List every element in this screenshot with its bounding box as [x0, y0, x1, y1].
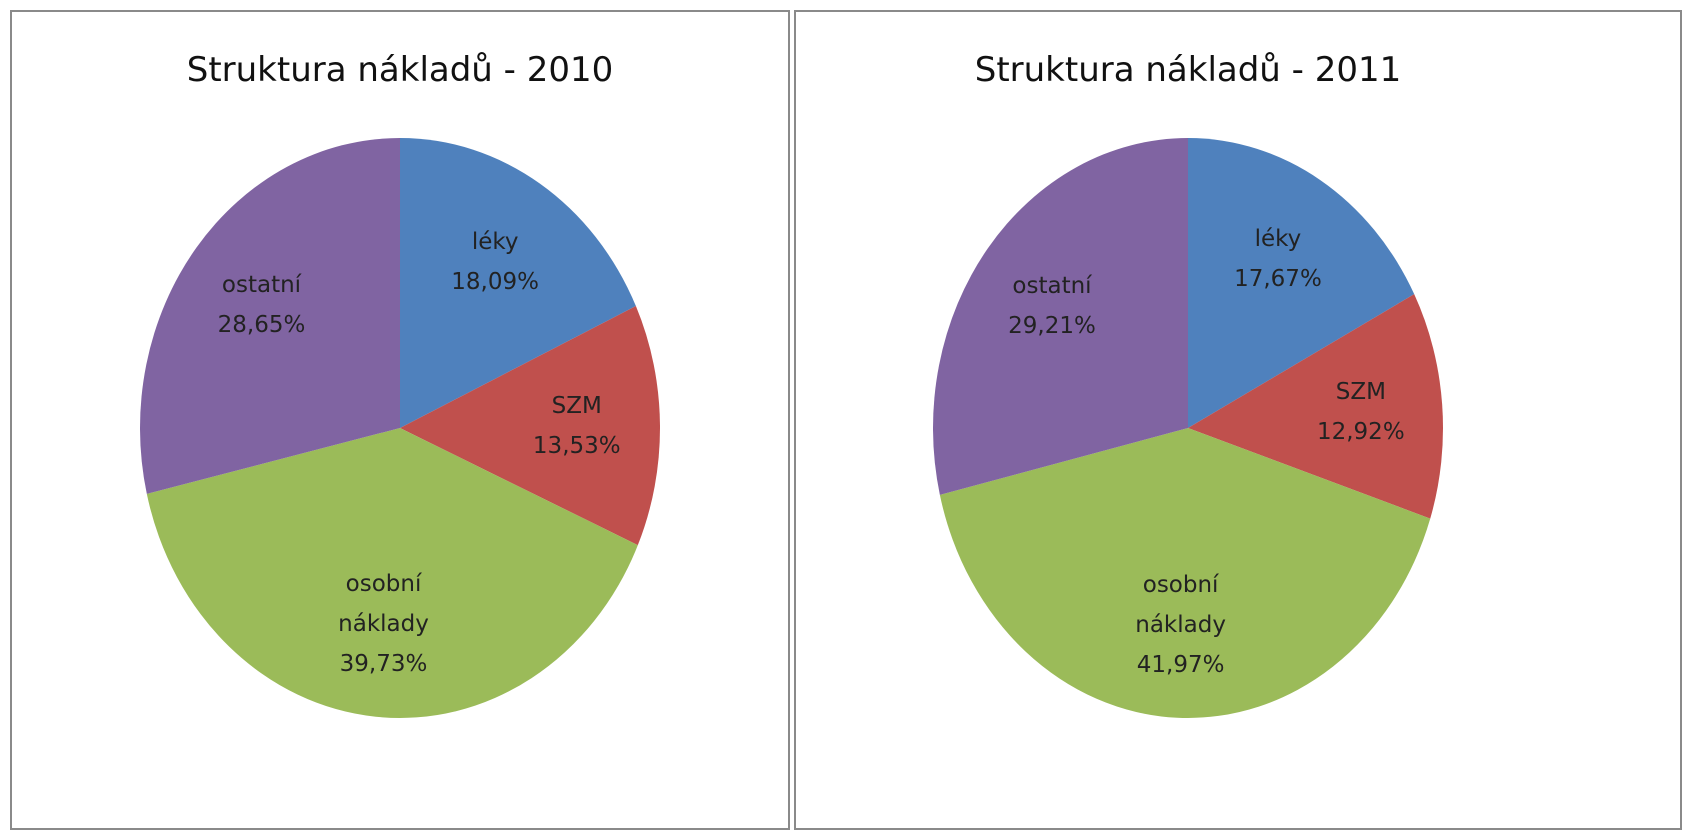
slice-label: SZM 12,92% [1296, 372, 1426, 452]
chart-title: Struktura nákladů - 2010 [186, 50, 614, 90]
pie-slice [1188, 294, 1443, 519]
category-label: SZM [1335, 379, 1386, 406]
category-label: SZM [551, 393, 602, 420]
value-label: 28,65% [217, 312, 306, 339]
pie-slice [1188, 138, 1415, 428]
category-label: ostatní [1012, 272, 1092, 299]
value-label: 13,53% [532, 433, 621, 460]
pie-slice [933, 138, 1188, 495]
slice-label: ostatní 28,65% [197, 265, 327, 345]
pie-slice [146, 428, 638, 718]
slice-label: léky 18,09% [430, 222, 560, 302]
category-label: léky [471, 228, 519, 255]
category-label: ostatní [221, 272, 302, 299]
value-label: 17,67% [1234, 266, 1322, 293]
chart-title: Struktura nákladů - 2011 [974, 50, 1402, 90]
value-label: 18,09% [451, 268, 539, 295]
pie-slice [400, 138, 636, 428]
slice-label: SZM 13,53% [512, 386, 642, 466]
value-label: 12,92% [1316, 419, 1405, 446]
category-label: osobní náklady [1135, 572, 1226, 639]
slice-label: osobní náklady 39,73% [319, 564, 449, 684]
pie-slice [939, 428, 1431, 719]
slice-label: osobní náklady 41,97% [1116, 565, 1246, 685]
pie-slice [400, 306, 660, 546]
pie-slice [139, 138, 400, 494]
category-label: léky [1254, 226, 1302, 253]
value-label: 41,97% [1136, 652, 1225, 679]
value-label: 29,21% [1008, 312, 1096, 339]
category-label: osobní náklady [338, 571, 429, 638]
value-label: 39,73% [339, 651, 428, 678]
slice-label: léky 17,67% [1213, 219, 1343, 299]
slice-label: ostatní 29,21% [987, 266, 1117, 346]
